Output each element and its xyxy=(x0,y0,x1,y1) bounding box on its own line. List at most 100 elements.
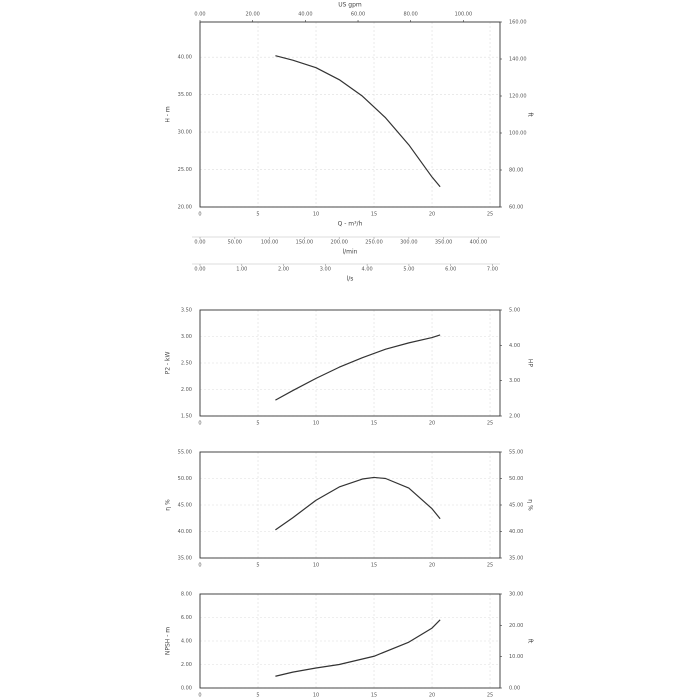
x-tick-label: 5 xyxy=(256,693,259,699)
x-tick-label: 0 xyxy=(198,563,201,569)
extra-tick-label: 7.00 xyxy=(487,267,498,273)
plot-frame xyxy=(199,593,501,689)
y-axis-title: η % xyxy=(165,499,172,511)
x-tick-label: 5 xyxy=(256,563,259,569)
y2-tick-label: 5.00 xyxy=(509,308,520,314)
x-tick-label: 5 xyxy=(256,212,259,218)
y-tick-label: 25.00 xyxy=(178,167,192,173)
plot-frame xyxy=(199,21,501,208)
x-tick-label: 15 xyxy=(371,212,377,218)
top-tick-label: 40.00 xyxy=(298,12,312,18)
curve xyxy=(275,55,441,188)
x-tick-label: 20 xyxy=(429,212,435,218)
x-tick-label: 25 xyxy=(487,693,493,699)
x-tick-label: 5 xyxy=(256,421,259,427)
x-tick-label: 25 xyxy=(487,563,493,569)
y2-tick-label: 20.00 xyxy=(509,623,523,629)
y2-tick-label: 30.00 xyxy=(509,592,523,598)
y-tick-label: 40.00 xyxy=(178,529,192,535)
y2-tick-label: 35.00 xyxy=(509,556,523,562)
extra-axis-title: l/s xyxy=(347,276,354,283)
x-tick-label: 10 xyxy=(313,693,319,699)
top-tick-label: 60.00 xyxy=(351,12,365,18)
extra-tick-label: 100.00 xyxy=(261,240,279,246)
y2-tick-label: 100.00 xyxy=(509,131,527,137)
y-tick-label: 50.00 xyxy=(178,476,192,482)
y-axis-title: NPSH - m xyxy=(165,627,172,655)
top-tick-label: 100.00 xyxy=(455,12,473,18)
top-axis-title: US gpm xyxy=(338,2,362,9)
x-tick-label: 10 xyxy=(313,421,319,427)
extra-tick-label: 50.00 xyxy=(228,240,242,246)
extra-tick-label: 300.00 xyxy=(400,240,418,246)
y-tick-label: 35.00 xyxy=(178,556,192,562)
x-tick-label: 0 xyxy=(198,421,201,427)
y2-tick-label: 2.00 xyxy=(509,414,520,420)
extra-tick-label: 250.00 xyxy=(365,240,383,246)
extra-tick-label: 2.00 xyxy=(278,267,289,273)
y2-axis-title: η % xyxy=(527,499,534,511)
y-tick-label: 4.00 xyxy=(181,639,192,645)
y-tick-label: 30.00 xyxy=(178,130,192,136)
x-tick-label: 25 xyxy=(487,212,493,218)
y2-tick-label: 3.00 xyxy=(509,378,520,384)
y2-axis-title: ft xyxy=(527,639,534,644)
plot-frame xyxy=(199,451,501,559)
y2-tick-label: 4.00 xyxy=(509,343,520,349)
y2-axis-title: ft xyxy=(527,112,534,117)
x-tick-label: 15 xyxy=(371,693,377,699)
y-tick-label: 35.00 xyxy=(178,92,192,98)
y2-tick-label: 60.00 xyxy=(509,205,523,211)
top-tick-label: 80.00 xyxy=(404,12,418,18)
y-tick-label: 45.00 xyxy=(178,503,192,509)
y-tick-label: 20.00 xyxy=(178,205,192,211)
curve xyxy=(275,619,441,677)
extra-tick-label: 6.00 xyxy=(445,267,456,273)
y2-tick-label: 160.00 xyxy=(509,20,527,26)
top-tick-label: 0.00 xyxy=(194,12,205,18)
extra-tick-label: 0.00 xyxy=(194,240,205,246)
y2-tick-label: 45.00 xyxy=(509,503,523,509)
extra-tick-label: 350.00 xyxy=(435,240,453,246)
curve xyxy=(275,476,441,531)
extra-tick-label: 0.00 xyxy=(194,267,205,273)
x-tick-label: 15 xyxy=(371,563,377,569)
plot-frame xyxy=(199,309,501,417)
x-tick-label: 10 xyxy=(313,563,319,569)
y-axis-title: P2 - kW xyxy=(165,352,172,375)
top-tick-label: 20.00 xyxy=(246,12,260,18)
y2-tick-label: 140.00 xyxy=(509,57,527,63)
y2-tick-label: 120.00 xyxy=(509,94,527,100)
y-tick-label: 2.00 xyxy=(181,662,192,668)
extra-tick-label: 3.00 xyxy=(320,267,331,273)
x-tick-label: 10 xyxy=(313,212,319,218)
extra-tick-label: 400.00 xyxy=(470,240,488,246)
x-tick-label: 20 xyxy=(429,421,435,427)
y2-tick-label: 10.00 xyxy=(509,654,523,660)
x-axis-title: Q - m³/h xyxy=(338,221,363,228)
y-tick-label: 2.50 xyxy=(181,361,192,367)
extra-tick-label: 5.00 xyxy=(403,267,414,273)
y-tick-label: 6.00 xyxy=(181,615,192,621)
y2-tick-label: 80.00 xyxy=(509,168,523,174)
y2-tick-label: 50.00 xyxy=(509,476,523,482)
curve xyxy=(275,334,441,401)
y2-axis-title: HP xyxy=(527,359,534,368)
extra-tick-label: 1.00 xyxy=(236,267,247,273)
x-tick-label: 25 xyxy=(487,421,493,427)
extra-tick-label: 150.00 xyxy=(296,240,314,246)
x-tick-label: 0 xyxy=(198,693,201,699)
x-tick-label: 15 xyxy=(371,421,377,427)
y-tick-label: 1.50 xyxy=(181,414,192,420)
extra-tick-label: 4.00 xyxy=(362,267,373,273)
y-tick-label: 2.00 xyxy=(181,387,192,393)
y-tick-label: 8.00 xyxy=(181,592,192,598)
extra-axis-title: l/min xyxy=(342,249,357,256)
y2-tick-label: 40.00 xyxy=(509,529,523,535)
y-tick-label: 40.00 xyxy=(178,55,192,61)
y-tick-label: 3.50 xyxy=(181,308,192,314)
x-tick-label: 0 xyxy=(198,212,201,218)
x-tick-label: 20 xyxy=(429,693,435,699)
y2-tick-label: 0.00 xyxy=(509,686,520,692)
